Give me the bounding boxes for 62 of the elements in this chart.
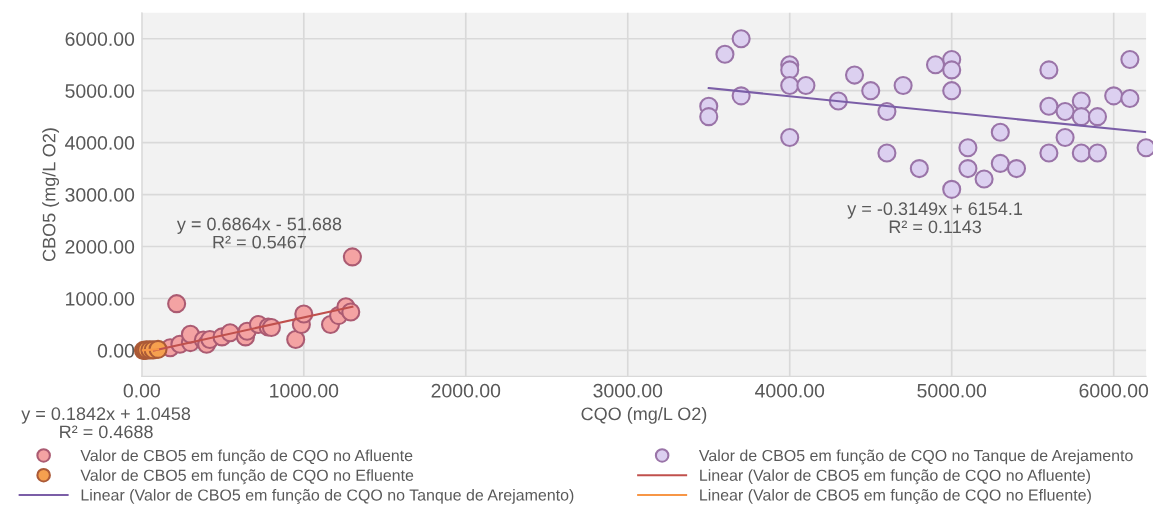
x-tick-label: 1000.00 — [270, 383, 339, 398]
x-tick-label: 5000.00 — [917, 383, 987, 398]
point — [844, 65, 865, 85]
point — [893, 75, 913, 96]
point — [942, 60, 962, 80]
legend-label: Linear (Valor de CBO5 em função de CQO no Efluente) — [700, 488, 1091, 504]
point — [958, 138, 978, 158]
point — [909, 159, 929, 179]
annotation: y = -0.3149x + 6154.1 R² = 0.1143 — [847, 202, 1023, 234]
y-tick-label: 0.00 — [97, 343, 135, 358]
point — [958, 159, 978, 179]
legend-label: Valor de CBO5 em função de CQO no Afluente — [80, 449, 413, 465]
point — [861, 81, 881, 101]
point — [974, 169, 994, 189]
y-axis-title: CBO5 (mg/L O2) — [42, 128, 60, 262]
text: y = 0.1842x + 1.0458 R² = 0.4688 — [21, 407, 191, 439]
legend-label: Linear (Valor de CBO5 em função de CQO no Afluente) — [700, 469, 1091, 485]
point — [1055, 101, 1075, 121]
point — [780, 127, 800, 147]
point — [796, 75, 816, 96]
point — [715, 44, 735, 64]
x-tick-label: 4000.00 — [755, 383, 825, 398]
legend-label: Valor de CBO5 em função de CQO no Efluente — [80, 469, 414, 485]
x-tick-label: 6000.00 — [1079, 383, 1149, 398]
point — [286, 329, 306, 350]
point — [942, 179, 962, 199]
y-tick-label: 5000.00 — [65, 84, 135, 98]
point — [942, 81, 962, 101]
y-tick-label: 3000.00 — [65, 188, 135, 202]
y-tick-label: 4000.00 — [65, 136, 135, 150]
point — [990, 122, 1010, 142]
point — [1055, 127, 1075, 147]
point — [1120, 49, 1140, 70]
point — [780, 75, 800, 96]
legend-label: Linear (Valor de CBO5 em função de CQO no Tanque de Arejamento) — [81, 488, 574, 504]
point — [1039, 143, 1059, 163]
point — [342, 247, 362, 267]
point — [1039, 60, 1059, 80]
x-tick-label: 0.00 — [123, 383, 160, 398]
annotation: y = 0.6864x - 51.688 R² = 0.5467 — [176, 217, 342, 249]
point — [1006, 159, 1027, 179]
point — [990, 153, 1010, 173]
point — [925, 55, 946, 75]
point — [731, 29, 751, 49]
point — [699, 107, 719, 127]
point — [1120, 88, 1140, 109]
point — [780, 60, 800, 80]
y-tick-label: 2000.00 — [65, 239, 135, 254]
x-axis-title: CQO (mg/L O2) — [581, 407, 707, 424]
point — [877, 143, 897, 163]
legend-label: Valor de CBO5 em função de CQO no Tanque de Arejamento — [698, 449, 1133, 465]
y-tick-label: 1000.00 — [66, 291, 135, 306]
x-tick-label: 3000.00 — [593, 383, 663, 398]
point — [167, 294, 187, 314]
x-tick-label: 2000.00 — [431, 383, 501, 398]
point — [1071, 143, 1091, 163]
point — [1039, 96, 1059, 116]
point — [1071, 91, 1091, 111]
point — [1087, 143, 1108, 163]
point — [1087, 107, 1108, 127]
point — [1104, 86, 1124, 106]
y-tick-label: 6000.00 — [65, 32, 135, 46]
